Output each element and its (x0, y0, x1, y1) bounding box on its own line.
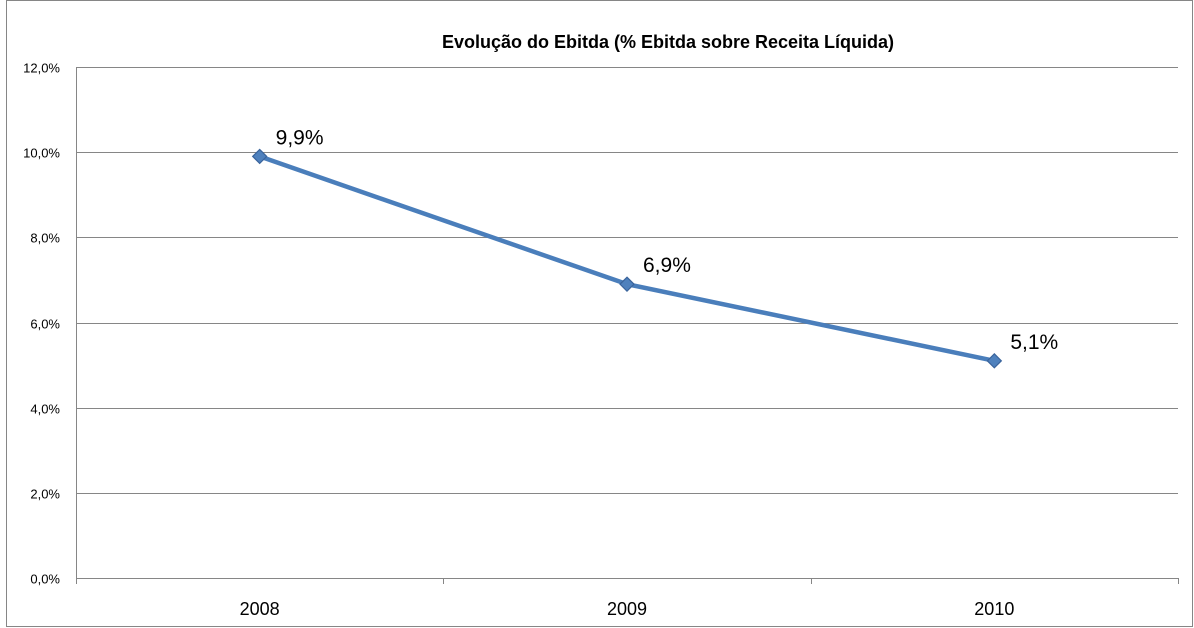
y-tick-label: 8,0% (30, 231, 60, 246)
series (251, 148, 1003, 369)
y-tick-label: 0,0% (30, 572, 60, 587)
y-tick-label: 12,0% (23, 61, 60, 76)
data-label: 6,9% (643, 254, 691, 277)
chart-border (6, 0, 1193, 627)
x-tick-label: 2010 (974, 599, 1014, 619)
y-tick-label: 10,0% (23, 146, 60, 161)
chart-title: Evolução do Ebitda (% Ebitda sobre Recei… (442, 32, 894, 52)
data-point-marker (251, 148, 268, 165)
axes: 0,0% 2,0% 4,0% 6,0% 8,0% 10,0% 12,0% 2008 2009 20… (23, 61, 1179, 619)
data-label: 9,9% (276, 126, 324, 149)
y-tick-label: 4,0% (30, 402, 60, 417)
x-tick-label: 2008 (240, 599, 280, 619)
data-point-marker (986, 352, 1003, 369)
data-point-marker (619, 276, 635, 293)
data-labels: 9,9% 6,9% 5,1% (276, 126, 1059, 353)
y-tick-label: 6,0% (30, 317, 60, 332)
y-tick-label: 2,0% (30, 487, 60, 502)
data-label: 5,1% (1010, 331, 1058, 354)
x-tick-label: 2009 (607, 599, 647, 619)
